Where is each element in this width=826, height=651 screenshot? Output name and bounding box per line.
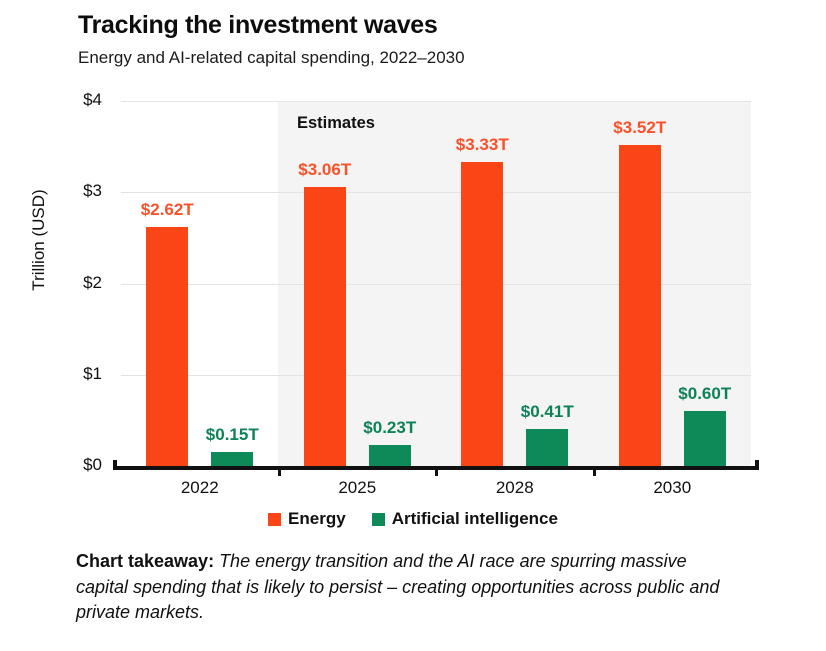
gridline	[121, 192, 751, 194]
gridline	[121, 283, 751, 285]
gridline	[121, 101, 751, 102]
plot-area	[121, 101, 751, 466]
x-axis-tick	[592, 466, 596, 476]
bar-artificial-intelligence-2030[interactable]	[683, 411, 726, 466]
bar-value-label: $0.60T	[678, 384, 732, 404]
bar-value-label: $0.23T	[363, 418, 417, 437]
chart-header: Tracking the investment waves Energy and…	[78, 10, 798, 69]
y-tick-label: $2	[83, 272, 102, 292]
x-tick-label-2025: 2025	[338, 478, 377, 497]
y-tick-label: $4	[83, 90, 102, 109]
bar-artificial-intelligence-2022[interactable]	[211, 452, 254, 466]
bar-value-label: $3.33T	[455, 135, 509, 155]
bar-value-label: $0.41T	[520, 401, 574, 421]
bar-energy-2022[interactable]	[146, 226, 189, 466]
y-axis-title: Trillion (USD)	[29, 189, 48, 291]
gridline	[121, 374, 751, 376]
x-axis-tick	[435, 466, 438, 476]
x-tick-label-2030: 2030	[653, 478, 692, 497]
chart-takeaway-text: The energy transition and the AI race ar…	[76, 551, 720, 623]
legend-item-energy[interactable]: Energy	[268, 509, 346, 529]
y-tick-label: $0	[83, 455, 102, 474]
chart-subtitle: Energy and AI-related capital spending, …	[78, 48, 465, 68]
bar-value-label: $3.06T	[298, 159, 352, 179]
y-tick-label: $3	[83, 181, 102, 201]
x-tick-label-2022: 2022	[180, 478, 219, 497]
legend-label: Energy	[288, 509, 346, 528]
x-axis-left-cap	[113, 460, 117, 470]
bar-value-label: $0.15T	[205, 425, 259, 445]
x-tick-label-2028: 2028	[495, 478, 534, 497]
bar-value-label: $3.52T	[613, 117, 667, 137]
x-axis-tick	[277, 466, 281, 476]
bar-artificial-intelligence-2028[interactable]	[526, 428, 569, 466]
x-axis-right-cap	[755, 460, 759, 470]
legend-item-artificial-intelligence[interactable]: Artificial intelligence	[371, 509, 558, 529]
estimates-annotation: Estimates	[297, 114, 375, 132]
chart-title: Tracking the investment waves	[78, 11, 438, 39]
bar-energy-2028[interactable]	[461, 162, 504, 466]
bar-energy-2030[interactable]	[618, 144, 661, 466]
legend-swatch-icon	[268, 512, 282, 526]
y-tick-label: $1	[83, 363, 102, 383]
chart-takeaway: Chart takeaway: The energy transition an…	[76, 549, 736, 626]
bar-value-label: $2.62T	[140, 199, 194, 219]
legend-swatch-icon	[371, 512, 385, 526]
bar-energy-2025[interactable]	[303, 186, 346, 466]
chart-legend: Energy Artificial intelligence	[0, 509, 826, 529]
bar-artificial-intelligence-2025[interactable]	[368, 445, 411, 466]
legend-label: Artificial intelligence	[391, 509, 558, 528]
chart-takeaway-prefix: Chart takeaway:	[76, 551, 215, 571]
